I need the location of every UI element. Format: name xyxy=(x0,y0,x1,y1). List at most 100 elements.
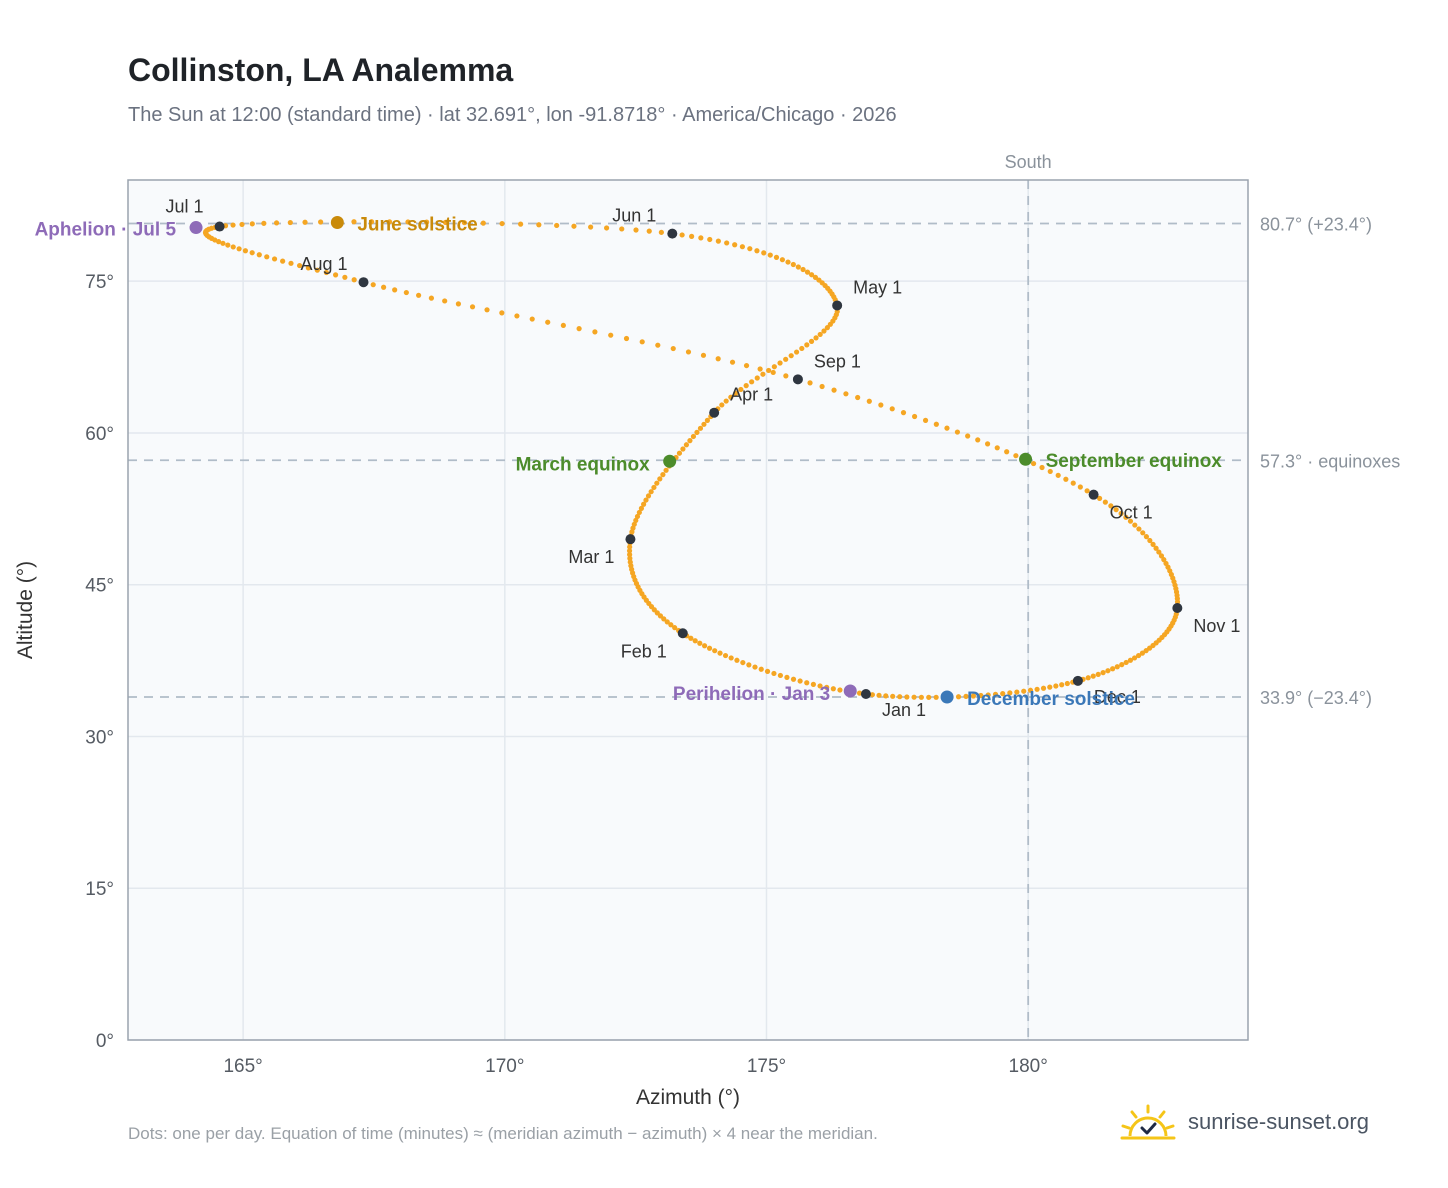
daily-dot xyxy=(783,373,789,379)
y-tick-label: 30° xyxy=(85,727,114,748)
month-label: Nov 1 xyxy=(1193,616,1240,636)
x-tick-label: 165° xyxy=(223,1056,262,1077)
month-marker xyxy=(1088,489,1099,500)
daily-dot xyxy=(480,220,486,226)
daily-dot xyxy=(1007,690,1013,696)
daily-dot xyxy=(455,301,462,307)
month-marker xyxy=(625,534,636,545)
daily-dot xyxy=(484,307,490,313)
daily-dot xyxy=(788,353,794,359)
brand[interactable]: sunrise-sunset.org xyxy=(1120,1100,1369,1144)
daily-dot xyxy=(734,657,740,663)
daily-dot xyxy=(679,232,685,238)
daily-dot xyxy=(869,692,876,698)
event-label: March equinox xyxy=(516,454,651,475)
daily-dot xyxy=(1097,495,1103,501)
y-tick-label: 60° xyxy=(85,424,114,445)
daily-dot xyxy=(627,544,633,550)
daily-dot xyxy=(645,493,652,499)
daily-dot xyxy=(1127,657,1134,663)
daily-dot xyxy=(670,345,676,352)
daily-dot xyxy=(739,244,746,250)
daily-dot xyxy=(633,517,639,524)
y-tick-label: 45° xyxy=(85,576,114,597)
event-marker xyxy=(189,221,203,235)
event-label: June solstice xyxy=(357,214,477,235)
daily-dot xyxy=(646,228,652,234)
daily-dot xyxy=(634,513,641,520)
daily-dot xyxy=(729,359,736,365)
daily-dot xyxy=(738,386,744,393)
daily-dot xyxy=(992,691,999,697)
daily-dot xyxy=(795,264,801,270)
daily-dot xyxy=(1077,484,1083,490)
daily-dot xyxy=(944,425,950,431)
meridian-label: South xyxy=(1005,152,1052,172)
event-marker xyxy=(663,454,677,468)
chart-title: Collinston, LA Analemma xyxy=(128,52,514,88)
daily-dot xyxy=(1131,655,1138,661)
daily-dot xyxy=(1143,648,1149,654)
daily-dot xyxy=(1143,534,1150,540)
daily-dot xyxy=(215,239,222,245)
daily-dot xyxy=(1027,687,1034,693)
daily-dot xyxy=(1090,673,1096,679)
daily-dot xyxy=(760,371,766,377)
daily-dot xyxy=(728,394,734,400)
daily-dot xyxy=(1070,480,1076,486)
daily-dot xyxy=(963,693,969,699)
daily-dot xyxy=(878,402,884,408)
daily-dot xyxy=(1108,503,1114,509)
daily-dot xyxy=(296,262,303,269)
daily-dot xyxy=(918,694,924,700)
daily-dot xyxy=(654,480,660,486)
daily-dot xyxy=(890,693,896,699)
daily-dot xyxy=(876,692,882,698)
daily-dot xyxy=(560,322,566,329)
reference-label: 80.7° (+23.4°) xyxy=(1260,215,1372,235)
grid-lines xyxy=(128,180,1248,1041)
daily-dot xyxy=(576,326,582,332)
daily-dot xyxy=(633,227,639,233)
event-label: September equinox xyxy=(1046,451,1223,472)
daily-dot xyxy=(824,684,830,690)
daily-dot xyxy=(804,269,811,275)
daily-dot xyxy=(732,242,738,248)
daily-dot xyxy=(1147,537,1153,544)
daily-dot xyxy=(719,402,725,408)
month-label: May 1 xyxy=(853,277,902,297)
daily-dot xyxy=(638,505,645,511)
daily-dot xyxy=(668,622,674,628)
daily-dot xyxy=(529,316,535,322)
daily-dot xyxy=(660,472,666,478)
daily-dot xyxy=(442,219,449,225)
daily-dot xyxy=(889,406,895,412)
daily-dot xyxy=(280,258,286,264)
daily-dot xyxy=(1040,685,1047,691)
brand-name: sunrise-sunset.org xyxy=(1188,1109,1369,1134)
daily-dot xyxy=(831,387,837,393)
daily-dot xyxy=(514,313,520,319)
daily-dot xyxy=(1139,650,1146,656)
y-tick-label: 0° xyxy=(96,1031,114,1052)
daily-dot xyxy=(230,222,236,228)
daily-dot xyxy=(746,662,752,668)
daily-dot xyxy=(715,238,721,244)
daily-dot xyxy=(370,282,376,288)
reference-label: 57.3° · equinoxes xyxy=(1260,451,1400,471)
daily-dot xyxy=(722,652,729,659)
daily-dot xyxy=(1113,507,1119,513)
daily-dot xyxy=(922,417,929,423)
month-marker xyxy=(358,277,369,288)
daily-dot xyxy=(403,289,409,296)
daily-dot xyxy=(733,390,739,396)
daily-dot xyxy=(807,380,813,386)
daily-dot xyxy=(314,267,320,273)
daily-dot xyxy=(773,254,780,260)
daily-dot xyxy=(817,331,823,338)
daily-dot xyxy=(1153,545,1159,551)
daily-dot xyxy=(723,398,729,404)
daily-dot xyxy=(588,224,594,230)
daily-dot xyxy=(1013,453,1019,459)
daily-dot xyxy=(764,668,771,674)
